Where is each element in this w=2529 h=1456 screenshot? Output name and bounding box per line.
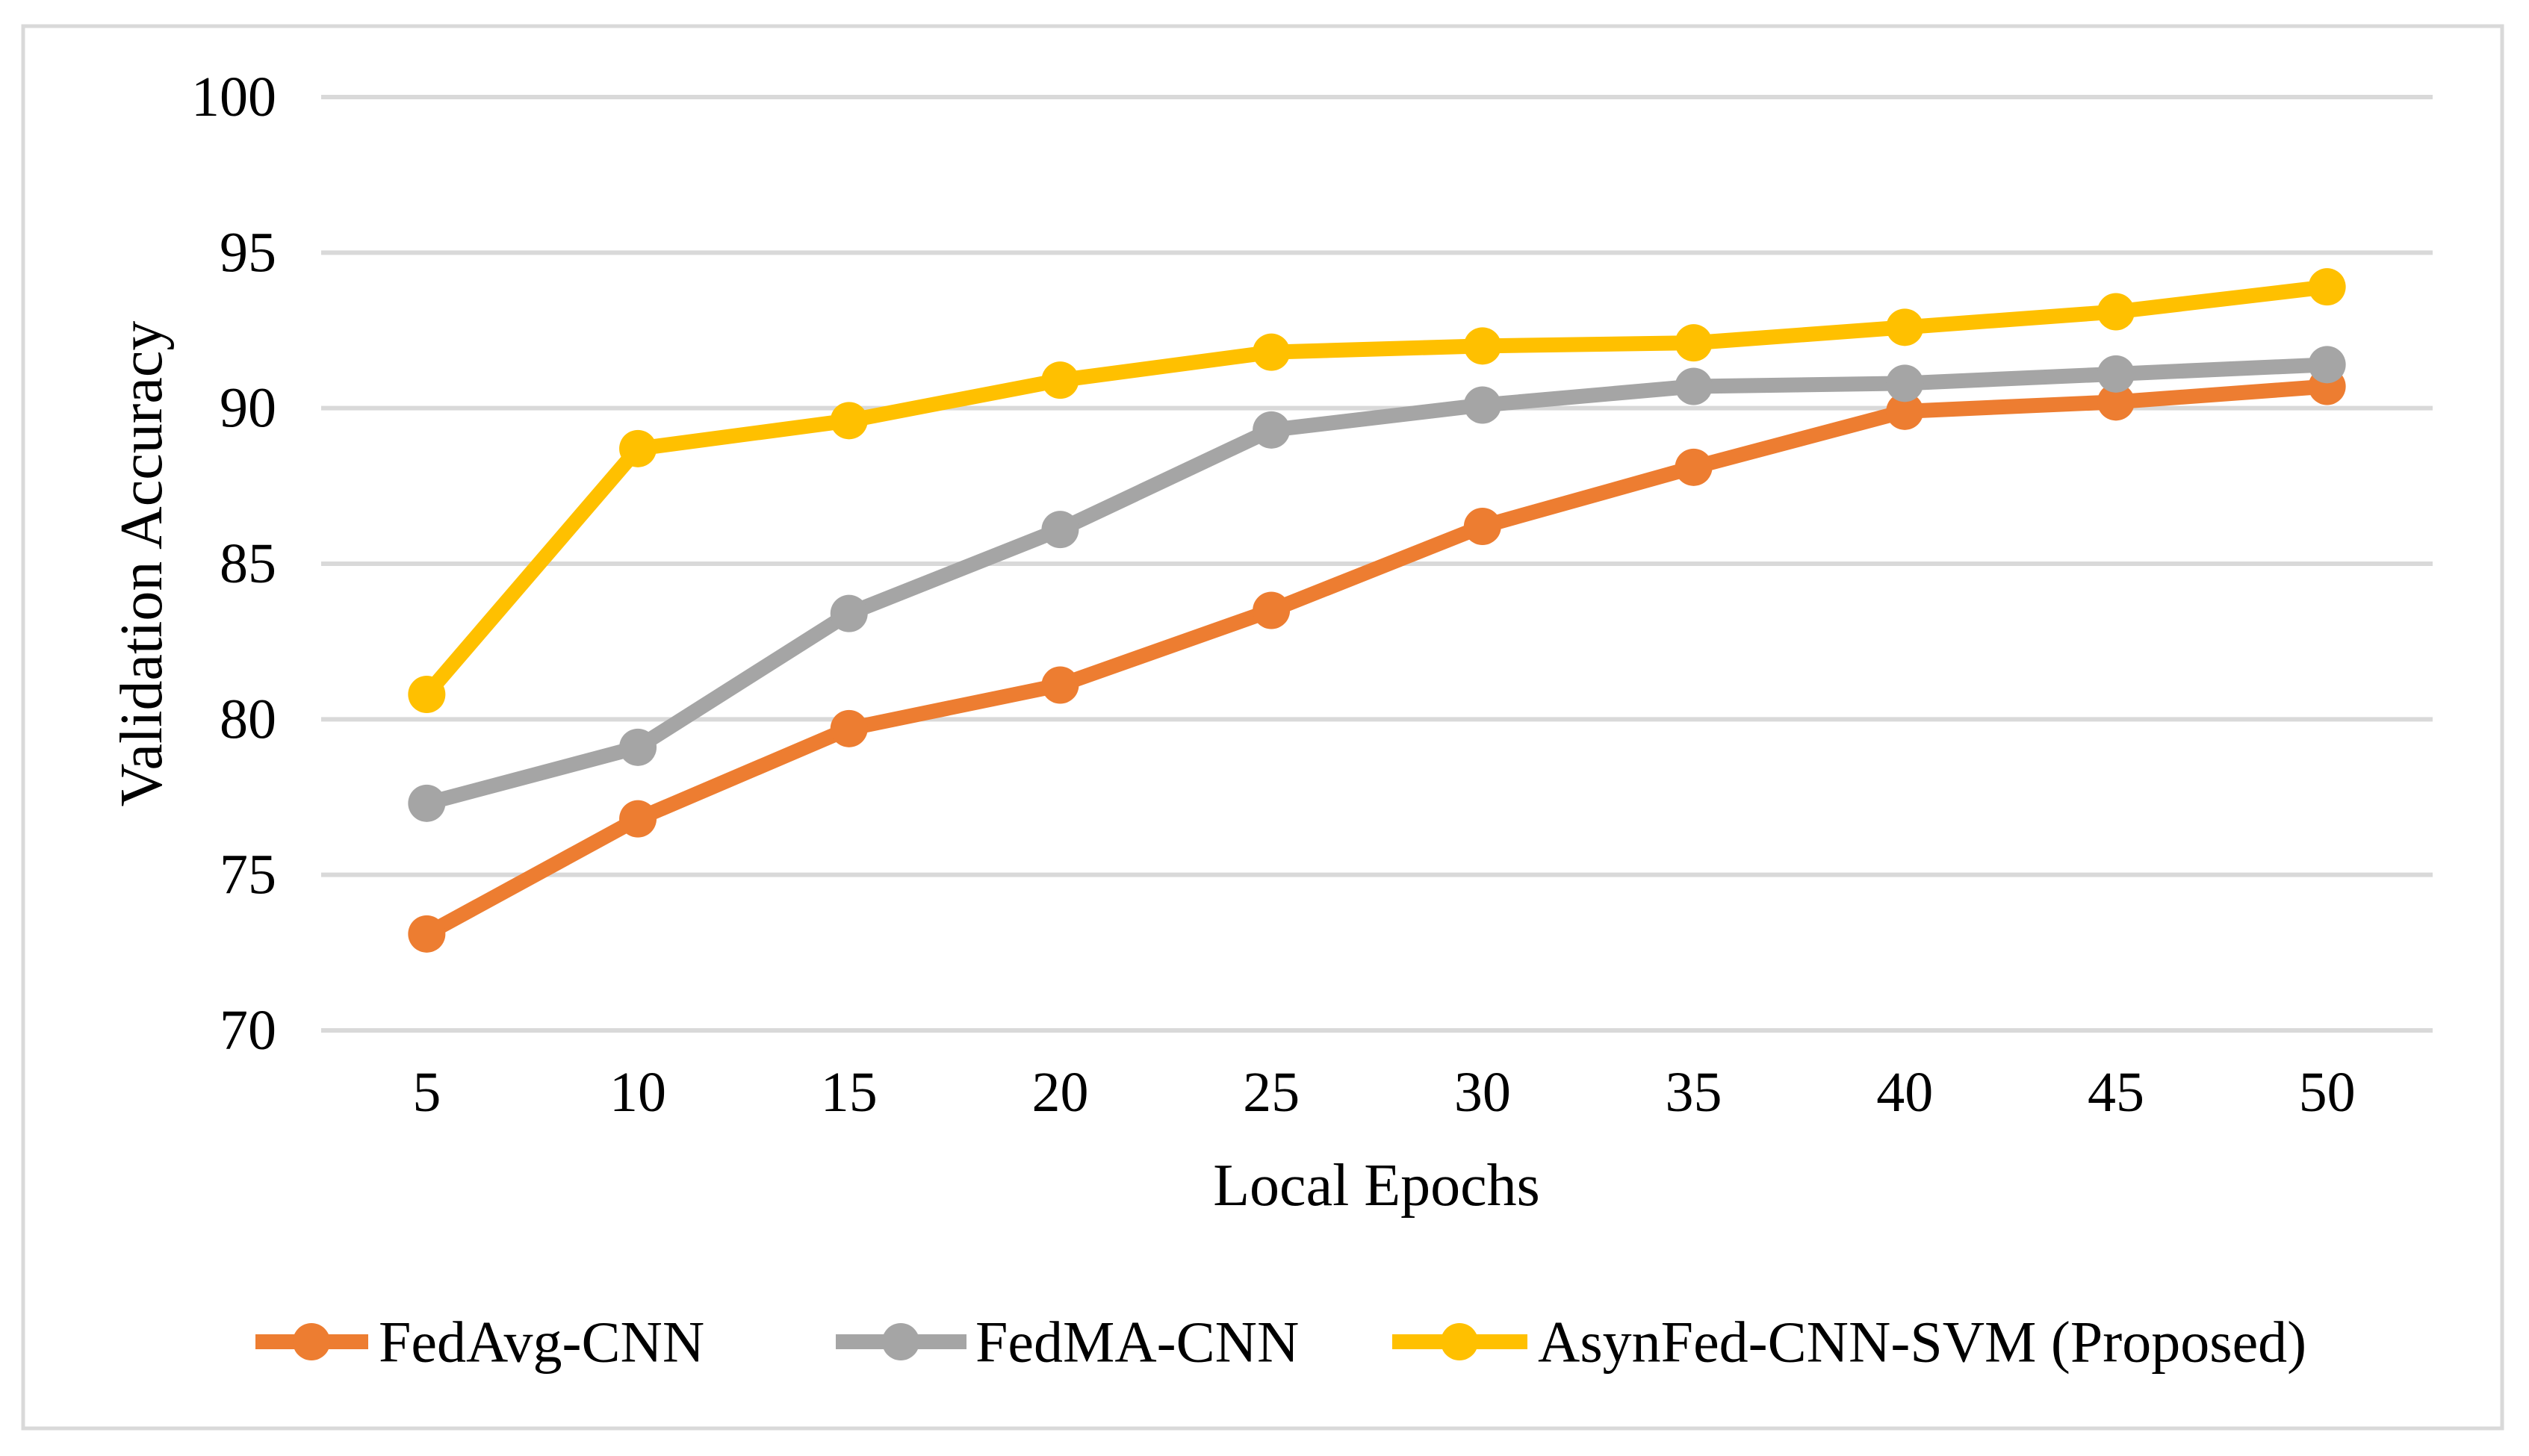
x-axis-title: Local Epochs (1213, 1153, 1540, 1219)
data-point-marker-fedavg-cnn (619, 800, 657, 838)
data-point-marker-fedavg-cnn (408, 915, 446, 953)
data-point-marker-asynfed-cnn-svm-proposed (619, 429, 657, 467)
data-point-marker-fedma-cnn (1253, 411, 1291, 449)
legend-label: AsynFed-CNN-SVM (Proposed) (1538, 1310, 2306, 1375)
data-point-marker-asynfed-cnn-svm-proposed (1041, 361, 1079, 399)
legend-item: AsynFed-CNN-SVM (Proposed) (1392, 1310, 2306, 1375)
data-point-marker-asynfed-cnn-svm-proposed (408, 676, 446, 713)
y-tick-label: 70 (220, 999, 276, 1062)
legend-marker-icon (882, 1323, 919, 1360)
data-point-marker-fedavg-cnn (1253, 591, 1291, 629)
x-tick-label: 35 (1666, 1061, 1722, 1124)
series-line-asynfed-cnn-svm-proposed (419, 279, 2335, 702)
x-tick-label: 30 (1454, 1061, 1511, 1124)
y-axis-tick-labels: 70 75 80 85 90 95 100 (191, 66, 276, 1062)
x-tick-label: 10 (609, 1061, 666, 1124)
y-tick-label: 80 (220, 688, 276, 750)
legend-item: FedMA-CNN (836, 1310, 1299, 1375)
series-line-fedavg-cnn (419, 379, 2335, 942)
x-axis-tick-labels: 5 10 15 20 25 30 35 40 45 50 (412, 1061, 2355, 1124)
data-point-marker-asynfed-cnn-svm-proposed (1886, 308, 1924, 346)
data-point-marker-fedma-cnn (1041, 511, 1079, 549)
series-line-fedma-cnn (419, 357, 2335, 811)
y-tick-label: 90 (220, 377, 276, 440)
data-point-marker-fedma-cnn (2308, 346, 2346, 384)
legend: FedAvg-CNN FedMA-CNN AsynFed-CNN-SVM (Pr… (255, 1310, 2306, 1375)
x-tick-label: 25 (1243, 1061, 1300, 1124)
data-point-marker-asynfed-cnn-svm-proposed (1253, 333, 1291, 371)
data-series (408, 268, 2346, 953)
data-point-marker-fedma-cnn (1886, 364, 1924, 402)
legend-marker-icon (293, 1323, 330, 1360)
legend-marker-icon (1441, 1323, 1478, 1360)
legend-label: FedMA-CNN (975, 1310, 1299, 1375)
x-tick-label: 45 (2088, 1061, 2144, 1124)
data-point-marker-fedma-cnn (408, 784, 446, 822)
data-point-marker-fedavg-cnn (1041, 666, 1079, 704)
data-point-marker-asynfed-cnn-svm-proposed (1675, 324, 1713, 362)
data-point-marker-fedma-cnn (830, 594, 868, 632)
data-point-marker-fedavg-cnn (1463, 508, 1501, 545)
legend-item: FedAvg-CNN (255, 1310, 704, 1375)
data-point-marker-fedma-cnn (2097, 355, 2135, 393)
y-axis-title: Validation Accuracy (109, 321, 175, 807)
x-tick-label: 5 (412, 1061, 441, 1124)
data-point-marker-fedma-cnn (619, 728, 657, 766)
data-point-marker-fedma-cnn (1463, 386, 1501, 424)
data-point-marker-fedavg-cnn (830, 709, 868, 747)
x-tick-label: 20 (1031, 1061, 1088, 1124)
data-point-marker-fedavg-cnn (1886, 392, 1924, 430)
x-tick-label: 50 (2299, 1061, 2356, 1124)
data-point-marker-fedavg-cnn (2097, 383, 2135, 421)
y-tick-label: 85 (220, 532, 276, 595)
legend-label: FedAvg-CNN (379, 1310, 704, 1375)
y-tick-label: 100 (191, 66, 276, 128)
x-tick-label: 15 (821, 1061, 878, 1124)
data-point-marker-fedavg-cnn (1675, 448, 1713, 486)
data-point-marker-asynfed-cnn-svm-proposed (2308, 268, 2346, 306)
data-point-marker-asynfed-cnn-svm-proposed (1463, 327, 1501, 365)
data-point-marker-asynfed-cnn-svm-proposed (2097, 293, 2135, 331)
x-tick-label: 40 (1876, 1061, 1933, 1124)
y-tick-label: 75 (220, 844, 276, 906)
data-point-marker-asynfed-cnn-svm-proposed (830, 402, 868, 440)
chart-border (21, 24, 2504, 1431)
y-tick-label: 95 (220, 221, 276, 284)
data-point-marker-fedma-cnn (1675, 367, 1713, 405)
